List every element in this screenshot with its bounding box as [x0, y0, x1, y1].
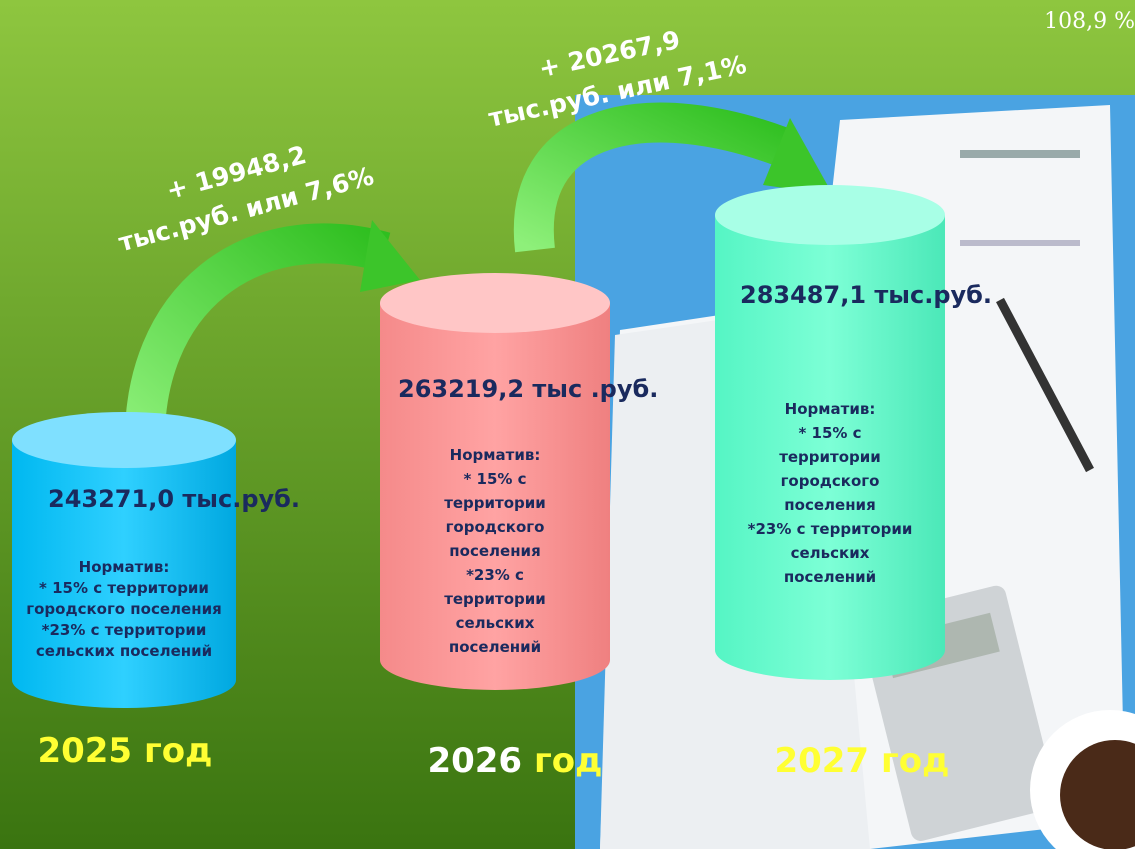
- norm-title: Норматив:: [79, 558, 170, 576]
- norm-title: Норматив:: [450, 446, 541, 464]
- norm-line: сельских поселений: [36, 642, 212, 660]
- norm-line: поселений: [449, 638, 541, 656]
- cylinder-3: [715, 185, 945, 680]
- year-label: 2025 год: [37, 731, 212, 771]
- amount: 243271,0 тыс.руб.: [48, 485, 300, 513]
- norm-line: сельских: [456, 614, 535, 632]
- norm-line: городского: [446, 518, 545, 536]
- year: 2026: [427, 741, 522, 781]
- norm-line: * 15% с территории: [39, 579, 209, 597]
- norm-line: городского поселения: [26, 600, 221, 618]
- year-label: 2027 год: [774, 741, 949, 781]
- norm-line: территории: [444, 494, 546, 512]
- norm-line: городского: [781, 472, 880, 490]
- cylinder-1: [12, 412, 236, 708]
- year-word: год: [144, 731, 213, 771]
- arrows: [124, 102, 833, 451]
- cylinder-2: [380, 273, 610, 690]
- space: [869, 741, 881, 781]
- year: 2025: [37, 731, 132, 771]
- corner-note: 108,9 %: [1044, 9, 1135, 34]
- norm-line: территории: [444, 590, 546, 608]
- norm-line: *23% с: [466, 566, 524, 584]
- norm-line: поселений: [784, 568, 876, 586]
- norm-line: поселения: [784, 496, 875, 514]
- space: [522, 741, 534, 781]
- amount: 263219,2 тыс .руб.: [398, 375, 658, 403]
- norm-title: Норматив:: [785, 400, 876, 418]
- norm-line: * 15% с: [798, 424, 861, 442]
- year-label: 2026 год: [427, 741, 602, 781]
- norm-line: сельских: [791, 544, 870, 562]
- year-word: год: [534, 741, 603, 781]
- year-word: год: [881, 741, 950, 781]
- amount: 283487,1 тыс.руб.: [740, 281, 992, 309]
- year: 2027: [774, 741, 869, 781]
- norm-line: территории: [779, 448, 881, 466]
- space: [132, 731, 144, 771]
- norm-line: поселения: [449, 542, 540, 560]
- norm-line: *23% с территории: [748, 520, 913, 538]
- norm-line: * 15% с: [463, 470, 526, 488]
- columns: 243271,0 тыс.руб. Норматив: * 15% с террит…: [26, 281, 992, 781]
- norm-line: *23% с территории: [42, 621, 207, 639]
